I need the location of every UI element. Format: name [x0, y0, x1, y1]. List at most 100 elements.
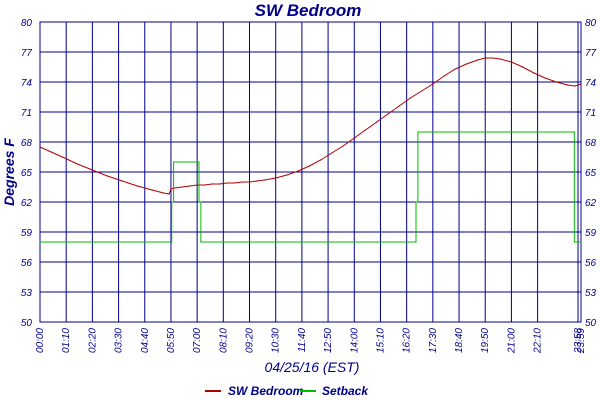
data-point [492, 57, 494, 59]
y-tick-labels-right: 50 53 56 59 62 65 68 71 74 77 80 [585, 18, 597, 329]
data-point [555, 81, 557, 83]
x-tick-label: 11:40 [297, 328, 308, 353]
y-tick-label-left: 74 [21, 78, 33, 89]
y-tick-label-right: 68 [585, 138, 597, 149]
data-point [331, 152, 333, 154]
x-tick-label: 08:10 [218, 328, 229, 353]
data-point [421, 90, 423, 92]
data-point [510, 61, 513, 63]
x-tick-label: 14:00 [349, 328, 360, 353]
data-point [172, 201, 175, 203]
data-point [376, 121, 378, 123]
y-tick-label-right: 77 [585, 48, 597, 59]
data-point [465, 63, 468, 65]
data-point [226, 182, 228, 184]
data-point [417, 201, 419, 203]
y-tick-label-left: 56 [21, 258, 33, 269]
series-setback [39, 131, 582, 243]
y-tick-label-right: 59 [585, 228, 597, 239]
x-tick-label: 05:50 [166, 328, 177, 353]
y-tick-label-left: 68 [21, 138, 33, 149]
x-tick-label: 04:40 [140, 328, 151, 353]
data-point [233, 182, 236, 184]
legend-label: Setback [322, 384, 369, 398]
x-tick-label: 01:10 [61, 328, 72, 353]
y-tick-label-right: 65 [585, 168, 597, 179]
data-point [121, 180, 123, 182]
data-point [91, 169, 93, 171]
y-axis-label: Degrees F [1, 138, 17, 206]
data-point [172, 161, 175, 163]
data-point [533, 72, 535, 74]
data-point [263, 179, 266, 181]
data-point [522, 66, 524, 68]
data-point [353, 137, 355, 139]
series-layer [39, 57, 582, 243]
data-point [275, 177, 277, 179]
data-point [171, 241, 173, 243]
data-point [477, 59, 479, 61]
y-tick-label-left: 62 [21, 198, 33, 209]
data-point [248, 181, 251, 183]
data-point [308, 165, 310, 167]
data-point [76, 163, 79, 165]
data-point [484, 57, 486, 59]
x-tick-label: 00:00 [35, 328, 46, 353]
data-point [198, 161, 200, 163]
data-point [189, 185, 191, 187]
x-tick-labels: 00:00 01:10 02:20 03:30 04:40 05:50 07:00 08:10… [35, 328, 587, 354]
data-point [200, 241, 202, 243]
data-point [181, 186, 183, 188]
y-tick-label-right: 62 [585, 198, 597, 209]
y-tick-label-left: 77 [21, 48, 33, 59]
y-tick-label-right: 53 [585, 288, 597, 299]
data-point [499, 58, 501, 60]
x-tick-label: 23:58 [573, 328, 584, 354]
data-point [415, 201, 417, 203]
x-axis-label: 04/25/16 (EST) [265, 359, 360, 375]
x-tick-label: 02:20 [87, 328, 98, 353]
data-point [574, 85, 576, 87]
x-tick-label: 17:30 [428, 328, 439, 353]
data-point [170, 188, 172, 190]
y-tick-label-right: 50 [585, 318, 597, 329]
series-line [40, 131, 581, 243]
y-tick-label-right: 80 [585, 18, 597, 29]
data-point [204, 184, 206, 186]
data-point [106, 175, 108, 177]
y-tick-label-left: 71 [21, 108, 32, 119]
x-tick-label: 10:30 [271, 328, 282, 353]
data-point [387, 113, 389, 115]
data-point [211, 183, 213, 185]
data-point [286, 174, 288, 176]
data-point [218, 183, 221, 185]
x-tick-label: 09:20 [245, 328, 256, 353]
data-point [200, 201, 202, 203]
data-point [196, 184, 198, 186]
data-point [198, 201, 200, 203]
legend: SW Bedroom Setback [205, 384, 369, 398]
data-point [39, 241, 41, 243]
data-point [151, 189, 153, 191]
data-point [136, 185, 138, 187]
data-point [454, 68, 456, 70]
data-point [443, 75, 445, 77]
data-point [580, 83, 582, 85]
data-point [50, 151, 52, 153]
x-tick-label: 12:50 [323, 328, 334, 353]
data-point [39, 146, 41, 148]
x-tick-label: 23:59 [576, 328, 587, 354]
data-point [168, 193, 170, 195]
data-point [241, 181, 243, 183]
data-point [171, 201, 173, 203]
y-tick-label-right: 74 [585, 78, 597, 89]
y-tick-label-left: 65 [21, 168, 33, 179]
data-point [580, 241, 582, 243]
y-tick-label-left: 59 [21, 228, 33, 239]
grid-lines [40, 22, 581, 322]
data-point [174, 187, 176, 189]
data-point [297, 170, 299, 172]
data-point [415, 241, 417, 243]
y-tick-label-left: 50 [21, 318, 33, 329]
data-point [398, 105, 400, 107]
